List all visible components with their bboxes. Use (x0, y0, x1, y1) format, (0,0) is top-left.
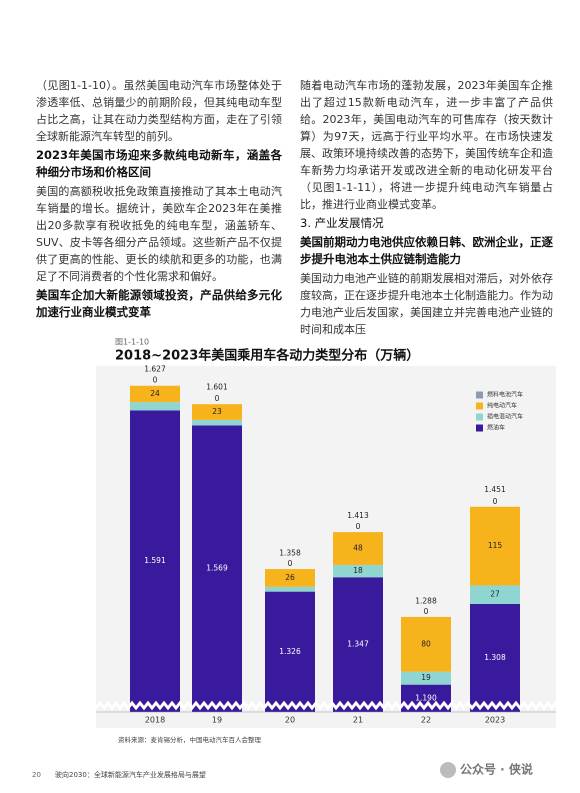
bar-segment (470, 603, 520, 712)
total-label: 1.601 (206, 383, 228, 392)
data-label: 0 (356, 522, 361, 531)
legend-label: 燃油车 (487, 424, 505, 432)
section-title: 3. 产业发展情况 (300, 216, 384, 230)
watermark: 公众号 · 侠说 (460, 762, 533, 777)
bar-segment (401, 671, 451, 685)
data-label: 12 (150, 392, 160, 401)
x-tick-label: 20 (285, 716, 295, 725)
left-column: （见图1-1-10）。虽然美国电动汽车市场整体处于渗透率低、总销量少的前期阶段，… (36, 77, 282, 323)
figure-label: 图1-1-10 (115, 338, 149, 347)
paragraph: 随着电动汽车市场的蓬勃发展，2023年美国车企推出了超过15款新电动汽车，进一步… (300, 79, 553, 211)
data-label: 18 (353, 566, 363, 575)
data-label: 1.190 (415, 693, 437, 702)
legend-swatch (476, 402, 483, 410)
legend-swatch (476, 424, 483, 432)
data-label: 0 (424, 607, 429, 616)
chart-background (96, 366, 556, 728)
bar-segment (265, 591, 315, 712)
total-label: 1.627 (144, 365, 166, 374)
bar-segment (265, 586, 315, 592)
legend-label: 插电混动汽车 (487, 413, 523, 421)
data-label: 1.326 (279, 647, 301, 656)
bar-segment (470, 506, 520, 586)
data-label: 0 (288, 559, 293, 568)
paragraph: 美国动力电池产业链的前期发展相对滞后，对外依存度较高，正在逐步提升电池本土化制造… (300, 272, 553, 336)
data-label: 115 (488, 541, 503, 550)
bar-segment (192, 419, 242, 426)
bar-segment (265, 569, 315, 587)
x-tick-label: 2023 (485, 716, 505, 725)
data-label: 19 (421, 673, 431, 682)
bar-segment (401, 616, 451, 672)
total-label: 1.288 (415, 597, 437, 606)
axis-break (94, 700, 562, 711)
legend-swatch (476, 413, 483, 421)
bar-segment (401, 684, 451, 712)
bar-segment (470, 585, 520, 604)
heading: 美国车企加大新能源领域投资，产品供给多元化加速行业商业模式变革 (36, 288, 282, 319)
data-label: 48 (353, 544, 363, 553)
heading: 2023年美国市场迎来多款纯电动新车，涵盖各种细分市场和价格区间 (36, 148, 282, 179)
paragraph: （见图1-1-10）。虽然美国电动汽车市场整体处于渗透率低、总销量少的前期阶段，… (36, 79, 282, 143)
bar-segment (130, 402, 180, 411)
bar-segment (130, 410, 180, 712)
data-label: 0 (493, 497, 498, 506)
data-label: 26 (285, 573, 295, 582)
x-tick-label: 21 (353, 716, 363, 725)
bar-segment (192, 425, 242, 712)
legend-label: 纯电动汽车 (487, 402, 517, 410)
data-label: 1.347 (347, 640, 369, 649)
x-tick-label: 22 (421, 716, 431, 725)
source: 资料来源：麦肯锡分析，中国电动汽车百人会整理 (118, 735, 262, 744)
data-label: 23 (212, 407, 222, 416)
data-label: 7 (288, 577, 293, 586)
bar-segment (192, 404, 242, 420)
x-tick-label: 19 (212, 716, 222, 725)
bar-segment (333, 532, 383, 565)
total-label: 1.413 (347, 511, 369, 520)
footer-title: 驶向2030：全球新能源汽车产业发展格局与展望 (55, 770, 206, 779)
bar-segment (130, 385, 180, 403)
data-label: 8 (215, 410, 220, 419)
data-label: 24 (150, 389, 160, 398)
paragraph: 美国的高额税收抵免政策直接推动了其本土电动汽车销量的增长。据统计，美欧车企202… (36, 185, 282, 283)
x-tick-label: 2018 (145, 716, 165, 725)
legend-label: 燃料电池汽车 (487, 391, 523, 399)
total-label: 1.358 (279, 549, 301, 558)
watermark-icon (440, 762, 456, 778)
data-label: 0 (215, 394, 220, 403)
bar-segment (333, 564, 383, 578)
total-label: 1.451 (484, 485, 506, 494)
data-label: 1.308 (484, 653, 506, 662)
data-label: 80 (421, 639, 431, 648)
bar-segment (333, 577, 383, 712)
data-label: 1.569 (206, 564, 228, 573)
data-label: 1.591 (144, 556, 166, 565)
right-column: 随着电动汽车市场的蓬勃发展，2023年美国车企推出了超过15款新电动汽车，进一步… (300, 77, 553, 340)
heading: 美国前期动力电池供应依赖日韩、欧洲企业，正逐步提升电池本土供应链制造能力 (300, 235, 553, 266)
data-label: 0 (153, 376, 158, 385)
chart-title: 2018~2023年美国乘用车各动力类型分布（万辆） (115, 348, 419, 364)
legend-swatch (476, 391, 483, 399)
page-number: 20 (32, 771, 41, 779)
data-label: 27 (490, 590, 500, 599)
